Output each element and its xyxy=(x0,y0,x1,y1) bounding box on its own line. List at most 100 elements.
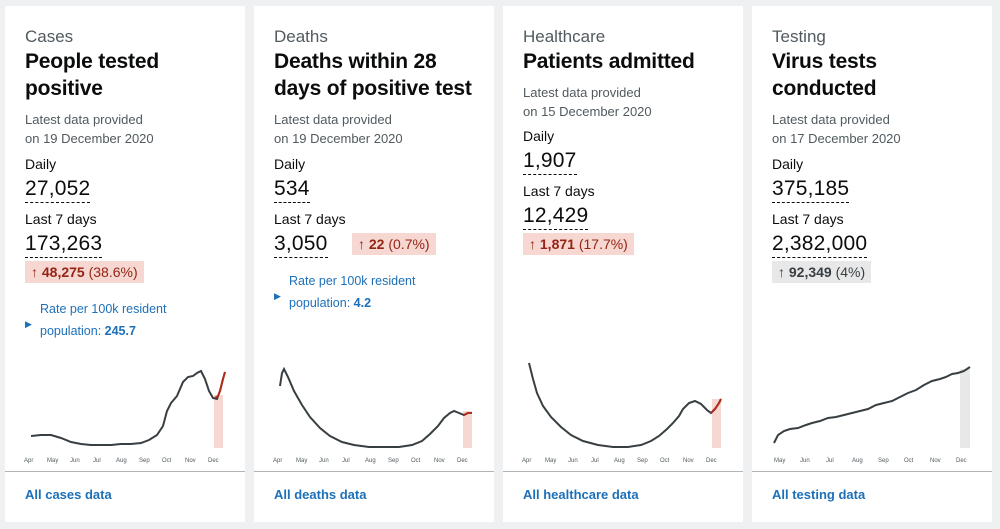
card-category: Cases xyxy=(25,27,74,46)
triangle-right-icon: ▶ xyxy=(274,291,281,301)
card-title: Patients admitted xyxy=(523,48,695,75)
recent-line xyxy=(710,398,722,414)
month-tick: Apr xyxy=(522,458,531,464)
month-tick: Nov xyxy=(434,458,445,464)
month-tick: Apr xyxy=(273,458,282,464)
card-title-line: People tested xyxy=(25,50,159,73)
card-title-line: Virus tests xyxy=(772,50,877,73)
card-title-line: positive xyxy=(25,77,103,100)
deaths-line xyxy=(279,366,472,448)
change-value: 92,349 xyxy=(788,264,832,280)
change-percent: (4%) xyxy=(835,264,866,280)
rate-label: population: xyxy=(40,324,102,338)
month-tick: Nov xyxy=(930,458,941,464)
month-tick: May xyxy=(774,458,785,464)
month-tick: Oct xyxy=(162,458,172,464)
month-tick: Sep xyxy=(139,458,150,464)
meta-line: on 15 December 2020 xyxy=(523,104,652,119)
daily-label: Daily xyxy=(772,156,804,172)
arrow-up-icon: ↑ xyxy=(778,264,785,280)
card-category: Deaths xyxy=(274,27,328,46)
week-value[interactable]: 12,429 xyxy=(523,204,589,230)
month-tick: Aug xyxy=(614,458,625,464)
meta-line: on 19 December 2020 xyxy=(274,131,403,146)
daily-label: Daily xyxy=(274,156,306,172)
meta-line: Latest data provided xyxy=(25,112,143,127)
month-tick: Sep xyxy=(878,458,889,464)
change-badge: ↑ 48,275 (38.6%) xyxy=(25,261,144,283)
daily-value[interactable]: 375,185 xyxy=(772,177,850,203)
all-deaths-link[interactable]: All deaths data xyxy=(274,487,367,502)
daily-value[interactable]: 27,052 xyxy=(25,177,91,203)
rate-line: population: 245.7 xyxy=(40,320,166,342)
change-value: 22 xyxy=(368,236,385,252)
all-cases-link[interactable]: All cases data xyxy=(25,487,112,502)
change-badge: ↑ 1,871 (17.7%) xyxy=(523,233,634,255)
testing-sparkline: May Jun Jul Aug Sep Oct Nov Dec xyxy=(773,366,971,464)
daily-value[interactable]: 534 xyxy=(274,177,310,203)
week-value[interactable]: 2,382,000 xyxy=(772,232,868,258)
rate-line: Rate per 100k resident xyxy=(289,274,416,288)
meta-line: Latest data provided xyxy=(274,112,392,127)
change-percent: (38.6%) xyxy=(88,264,138,280)
deaths-sparkline: Apr May Jun Jul Aug Sep Oct Nov Dec xyxy=(273,366,472,464)
meta-line: Latest data provided xyxy=(523,85,641,100)
month-tick: Dec xyxy=(208,458,219,464)
card-category: Testing xyxy=(772,27,826,46)
change-value: 48,275 xyxy=(41,264,85,280)
latest-data-note: Latest data provided on 17 December 2020 xyxy=(772,110,901,148)
recent-line xyxy=(214,371,226,399)
month-tick: Dec xyxy=(706,458,717,464)
month-tick: Jul xyxy=(826,458,834,464)
card-healthcare: Healthcare Patients admitted Latest data… xyxy=(503,6,743,522)
arrow-up-icon: ↑ xyxy=(31,264,38,280)
daily-value[interactable]: 1,907 xyxy=(523,149,577,175)
month-tick: May xyxy=(296,458,307,464)
month-tick: Nov xyxy=(683,458,694,464)
all-healthcare-link[interactable]: All healthcare data xyxy=(523,487,639,502)
month-tick: Oct xyxy=(660,458,670,464)
month-tick: May xyxy=(545,458,556,464)
rate-value: 4.2 xyxy=(353,296,372,310)
month-tick: Jul xyxy=(93,458,101,464)
rate-value: 245.7 xyxy=(104,324,136,338)
month-tick: Oct xyxy=(411,458,421,464)
card-title-line: conducted xyxy=(772,77,877,100)
month-tick: Dec xyxy=(457,458,468,464)
rate-label: population: xyxy=(289,296,351,310)
card-title-line: Deaths within 28 xyxy=(274,50,437,73)
card-cases: Cases People tested positive Latest data… xyxy=(5,6,245,522)
month-tick: Apr xyxy=(24,458,33,464)
divider xyxy=(254,471,494,472)
week-label: Last 7 days xyxy=(25,211,97,227)
triangle-right-icon: ▶ xyxy=(25,319,32,329)
month-tick: Sep xyxy=(388,458,399,464)
meta-line: Latest data provided xyxy=(772,112,890,127)
change-value: 1,871 xyxy=(539,236,575,252)
month-tick: Aug xyxy=(116,458,127,464)
rate-disclosure[interactable]: ▶ Rate per 100k resident population: 4.2 xyxy=(274,270,415,314)
month-tick: Jun xyxy=(70,458,80,464)
week-value[interactable]: 3,050 xyxy=(274,232,328,258)
rate-disclosure[interactable]: ▶ Rate per 100k resident population: 245… xyxy=(25,298,166,342)
all-testing-link[interactable]: All testing data xyxy=(772,487,866,502)
divider xyxy=(752,471,992,472)
month-tick: Sep xyxy=(637,458,648,464)
divider xyxy=(503,471,743,472)
month-tick: Jun xyxy=(800,458,810,464)
card-title: People tested positive xyxy=(25,48,159,102)
latest-data-note: Latest data provided on 15 December 2020 xyxy=(523,83,652,121)
cases-line xyxy=(30,369,226,446)
divider xyxy=(5,471,245,472)
month-tick: Jul xyxy=(591,458,599,464)
change-percent: (17.7%) xyxy=(578,236,628,252)
card-title: Virus tests conducted xyxy=(772,48,877,102)
recent-period-highlight xyxy=(712,399,721,448)
arrow-up-icon: ↑ xyxy=(529,236,536,252)
recent-period-highlight xyxy=(214,395,223,448)
card-category: Healthcare xyxy=(523,27,606,46)
latest-data-note: Latest data provided on 19 December 2020 xyxy=(274,110,403,148)
week-value[interactable]: 173,263 xyxy=(25,232,103,258)
card-title-line: days of positive test xyxy=(274,77,472,100)
latest-data-note: Latest data provided on 19 December 2020 xyxy=(25,110,154,148)
